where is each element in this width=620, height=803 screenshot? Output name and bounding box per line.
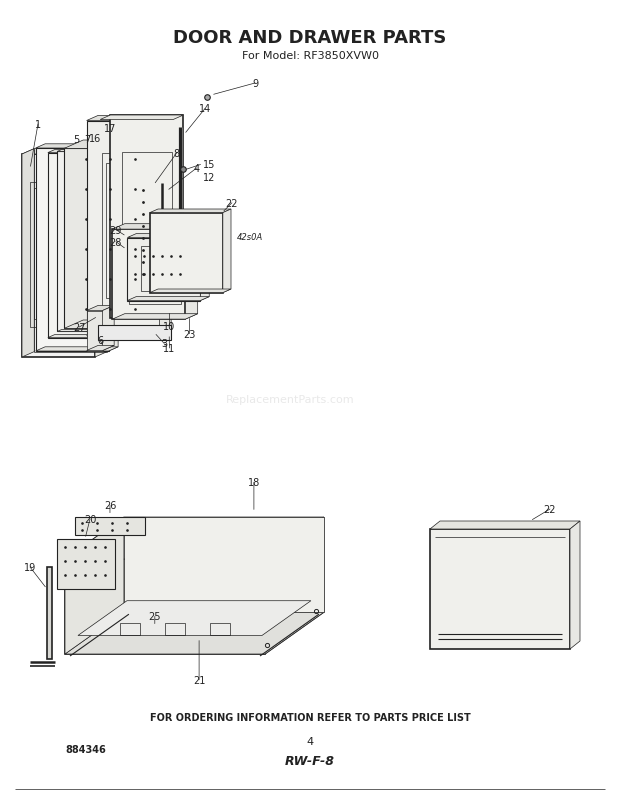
Polygon shape <box>127 297 209 301</box>
Polygon shape <box>65 560 265 654</box>
Polygon shape <box>121 150 128 338</box>
Text: 3: 3 <box>161 339 167 349</box>
Polygon shape <box>87 121 159 336</box>
Polygon shape <box>87 311 102 351</box>
Text: 11: 11 <box>163 344 175 353</box>
Polygon shape <box>570 521 580 649</box>
Polygon shape <box>87 331 171 336</box>
Text: 10: 10 <box>163 321 175 332</box>
Polygon shape <box>150 290 231 293</box>
Text: FOR ORDERING INFORMATION REFER TO PARTS PRICE LIST: FOR ORDERING INFORMATION REFER TO PARTS … <box>149 712 471 722</box>
Polygon shape <box>64 320 156 329</box>
Text: 17: 17 <box>104 124 116 134</box>
Text: 9: 9 <box>252 79 258 89</box>
Polygon shape <box>108 145 118 352</box>
Polygon shape <box>65 613 324 654</box>
Text: For Model: RF3850XVW0: For Model: RF3850XVW0 <box>242 51 378 61</box>
Text: 26: 26 <box>104 501 116 511</box>
Polygon shape <box>35 145 118 149</box>
Polygon shape <box>127 238 200 301</box>
Polygon shape <box>112 224 198 230</box>
Polygon shape <box>430 521 580 529</box>
Polygon shape <box>98 326 171 341</box>
Text: 27: 27 <box>73 323 86 332</box>
Text: 4: 4 <box>306 736 314 746</box>
Polygon shape <box>64 141 156 149</box>
Text: 21: 21 <box>193 675 205 685</box>
Text: 6: 6 <box>97 336 103 345</box>
Polygon shape <box>137 141 156 329</box>
Polygon shape <box>65 518 124 654</box>
Polygon shape <box>100 116 184 120</box>
Polygon shape <box>95 149 107 357</box>
Polygon shape <box>102 306 114 351</box>
Text: 1: 1 <box>35 120 41 130</box>
Polygon shape <box>58 330 135 332</box>
Polygon shape <box>87 306 114 311</box>
Polygon shape <box>112 230 185 320</box>
Polygon shape <box>127 234 209 238</box>
Text: 7: 7 <box>84 135 91 145</box>
Text: ReplacementParts.com: ReplacementParts.com <box>226 394 354 405</box>
Text: 14: 14 <box>199 104 211 114</box>
Text: 25: 25 <box>149 612 161 622</box>
Polygon shape <box>47 567 52 659</box>
Polygon shape <box>35 149 108 352</box>
Polygon shape <box>48 335 128 338</box>
Text: 22: 22 <box>544 504 556 515</box>
Text: 22: 22 <box>226 198 238 209</box>
Text: DOOR AND DRAWER PARTS: DOOR AND DRAWER PARTS <box>174 29 446 47</box>
Text: 5: 5 <box>73 135 79 145</box>
Polygon shape <box>22 155 95 357</box>
Text: 16: 16 <box>89 133 102 143</box>
Text: 15: 15 <box>203 161 215 170</box>
Polygon shape <box>22 149 107 155</box>
Text: 19: 19 <box>24 562 36 573</box>
Polygon shape <box>159 116 171 336</box>
Polygon shape <box>185 224 198 320</box>
Text: 4: 4 <box>193 164 200 173</box>
Text: 12: 12 <box>203 173 215 183</box>
Text: 28: 28 <box>110 238 122 247</box>
Polygon shape <box>265 518 324 654</box>
Polygon shape <box>87 346 114 351</box>
Polygon shape <box>130 150 135 332</box>
Polygon shape <box>200 234 209 301</box>
Polygon shape <box>58 150 135 153</box>
Polygon shape <box>58 153 130 332</box>
Polygon shape <box>57 540 115 589</box>
Text: 8: 8 <box>174 149 180 159</box>
Text: 42s0A: 42s0A <box>236 233 263 242</box>
Polygon shape <box>223 210 231 293</box>
Text: 20: 20 <box>84 515 96 524</box>
Polygon shape <box>87 116 171 121</box>
Polygon shape <box>110 116 184 319</box>
Text: 23: 23 <box>184 329 196 340</box>
Polygon shape <box>64 149 137 329</box>
Polygon shape <box>48 153 121 338</box>
Polygon shape <box>150 210 231 214</box>
Polygon shape <box>35 348 118 352</box>
Text: 29: 29 <box>110 226 122 235</box>
Polygon shape <box>78 601 311 636</box>
Text: RW-F-8: RW-F-8 <box>285 755 335 768</box>
Polygon shape <box>22 149 34 357</box>
Text: 18: 18 <box>248 478 260 487</box>
Text: 884346: 884346 <box>65 744 106 754</box>
Polygon shape <box>150 214 223 293</box>
Polygon shape <box>124 518 324 613</box>
Polygon shape <box>430 529 570 649</box>
Polygon shape <box>48 150 128 153</box>
Polygon shape <box>65 518 324 560</box>
Polygon shape <box>112 314 198 320</box>
Polygon shape <box>75 518 145 536</box>
